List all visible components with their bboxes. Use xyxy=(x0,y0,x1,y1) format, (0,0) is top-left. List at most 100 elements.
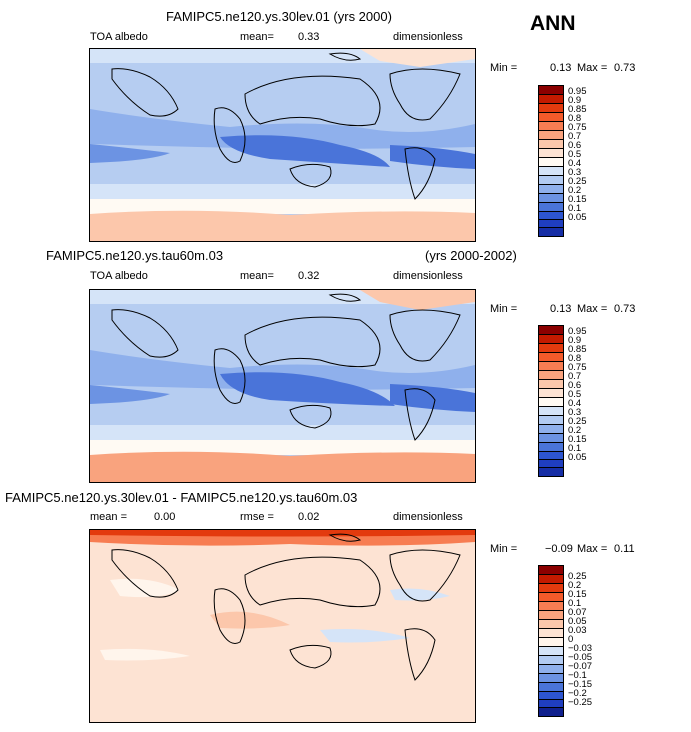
panel3-cbar-label: 0.07 xyxy=(568,607,587,618)
panel1-cbar-box xyxy=(539,158,563,167)
panel1-cbar-box xyxy=(539,167,563,176)
panel3-cbar-label: 0.15 xyxy=(568,589,587,600)
panel1-cbar-label: 0.05 xyxy=(568,212,587,223)
panel1-colorbar xyxy=(538,85,564,237)
panel1-max-label: Max = xyxy=(577,62,608,74)
panel2-cbar-box xyxy=(539,468,563,476)
panel1-variable: TOA albedo xyxy=(90,31,148,43)
panel1-cbar-box xyxy=(539,131,563,140)
panel2-units: dimensionless xyxy=(393,270,463,282)
panel3-cbar-box xyxy=(539,683,563,692)
panel1-cbar-box xyxy=(539,194,563,203)
panel1-min-label: Min = xyxy=(490,62,518,74)
panel2-cbar-box xyxy=(539,362,563,371)
panel3-cbar-box xyxy=(539,674,563,683)
panel2-cbar-label: 0.85 xyxy=(568,344,587,355)
panel1-cbar-label: 0.5 xyxy=(568,149,582,160)
panel3-map xyxy=(89,529,476,723)
panel3-cbar-label: −0.03 xyxy=(568,643,593,654)
panel3-title: FAMIPC5.ne120.ys.30lev.01 - FAMIPC5.ne12… xyxy=(5,490,358,505)
panel1-cbar-label: 0.2 xyxy=(568,185,582,196)
panel2-cbar-box xyxy=(539,344,563,353)
panel2-cbar-label: 0.8 xyxy=(568,353,582,364)
panel2-cbar-label: 0.2 xyxy=(568,425,582,436)
panel2-cbar-label: 0.05 xyxy=(568,452,587,463)
panel2-cbar-label: 0.4 xyxy=(568,398,582,409)
panel2-cbar-label: 0.6 xyxy=(568,380,582,391)
panel3-cbar-box xyxy=(539,593,563,602)
panel2-cbar-box xyxy=(539,389,563,398)
panel2-cbar-label: 0.95 xyxy=(568,326,587,337)
panel1-cbar-box xyxy=(539,176,563,185)
panel3-max-value: 0.11 xyxy=(614,543,635,555)
panel1-min-value: 0.13 xyxy=(550,62,572,74)
panel2-cbar-box xyxy=(539,380,563,389)
panel3-cbar-box xyxy=(539,629,563,638)
panel2-cbar-box xyxy=(539,371,563,380)
panel3-cbar-box xyxy=(539,584,563,593)
panel3-cbar-label: −0.1 xyxy=(568,670,587,681)
panel3-cbar-box xyxy=(539,602,563,611)
panel1-cbar-box xyxy=(539,149,563,158)
panel1-max-value: 0.73 xyxy=(614,62,636,74)
panel3-units: dimensionless xyxy=(393,511,463,523)
panel1-cbar-label: 0.25 xyxy=(568,176,587,187)
panel1-cbar-box xyxy=(539,104,563,113)
panel1-cbar-label: 0.95 xyxy=(568,86,587,97)
panel2-cbar-box xyxy=(539,326,563,335)
panel1-cbar-label: 0.1 xyxy=(568,203,582,214)
panel1-cbar-box xyxy=(539,228,563,236)
panel3-cbar-label: 0 xyxy=(568,634,574,645)
panel1-cbar-box xyxy=(539,140,563,149)
panel1-map-svg xyxy=(90,49,475,241)
panel3-cbar-box xyxy=(539,692,563,700)
panel3-cbar-box xyxy=(539,708,563,716)
panel1-cbar-box xyxy=(539,212,563,220)
panel2-cbar-label: 0.1 xyxy=(568,443,582,454)
panel3-cbar-box xyxy=(539,566,563,575)
panel2-mean-value: 0.32 xyxy=(298,270,320,282)
panel1-map xyxy=(89,48,476,242)
panel2-variable: TOA albedo xyxy=(90,270,148,282)
panel3-cbar-box xyxy=(539,620,563,629)
panel3-cbar-label: 0.03 xyxy=(568,625,587,636)
panel1-cbar-label: 0.9 xyxy=(568,95,582,106)
panel1-cbar-label: 0.15 xyxy=(568,194,587,205)
panel2-mean-label: mean= xyxy=(240,270,274,282)
panel3-cbar-box xyxy=(539,647,563,656)
panel2-min-label: Min = xyxy=(490,303,518,315)
panel3-cbar-label: 0.2 xyxy=(568,580,582,591)
panel3-cbar-box xyxy=(539,611,563,620)
panel1-cbar-box xyxy=(539,203,563,212)
panel3-cbar-label: −0.15 xyxy=(568,679,593,690)
panel2-cbar-box xyxy=(539,425,563,434)
panel3-mean-value: 0.00 xyxy=(154,511,176,523)
panel3-cbar-label: −0.07 xyxy=(568,661,593,672)
panel2-cbar-box xyxy=(539,434,563,443)
panel2-colorbar xyxy=(538,325,564,477)
panel2-cbar-box xyxy=(539,407,563,416)
panel2-cbar-box xyxy=(539,335,563,344)
panel3-cbar-label: −0.2 xyxy=(568,688,587,699)
panel2-cbar-label: 0.75 xyxy=(568,362,587,373)
panel1-cbar-label: 0.8 xyxy=(568,113,582,124)
panel2-years: (yrs 2000-2002) xyxy=(425,248,517,263)
panel3-cbar-label: 0.1 xyxy=(568,598,582,609)
panel2-cbar-label: 0.5 xyxy=(568,389,582,400)
panel2-cbar-box xyxy=(539,443,563,452)
panel1-cbar-box xyxy=(539,220,563,228)
panel2-cbar-box xyxy=(539,416,563,425)
panel2-max-value: 0.73 xyxy=(614,303,636,315)
panel1-cbar-box xyxy=(539,113,563,122)
panel3-cbar-label: −0.25 xyxy=(568,697,593,708)
panel2-map xyxy=(89,289,476,483)
panel1-cbar-label: 0.4 xyxy=(568,158,582,169)
panel1-cbar-box xyxy=(539,185,563,194)
panel3-cbar-box xyxy=(539,700,563,708)
panel1-mean-value: 0.33 xyxy=(298,31,320,43)
panel3-rmse-label: rmse = xyxy=(240,511,274,523)
panel1-title: FAMIPC5.ne120.ys.30lev.01 (yrs 2000) xyxy=(166,9,392,24)
panel1-cbar-label: 0.85 xyxy=(568,104,587,115)
panel1-units: dimensionless xyxy=(393,31,463,43)
panel3-min-value: −0.09 xyxy=(545,543,573,555)
